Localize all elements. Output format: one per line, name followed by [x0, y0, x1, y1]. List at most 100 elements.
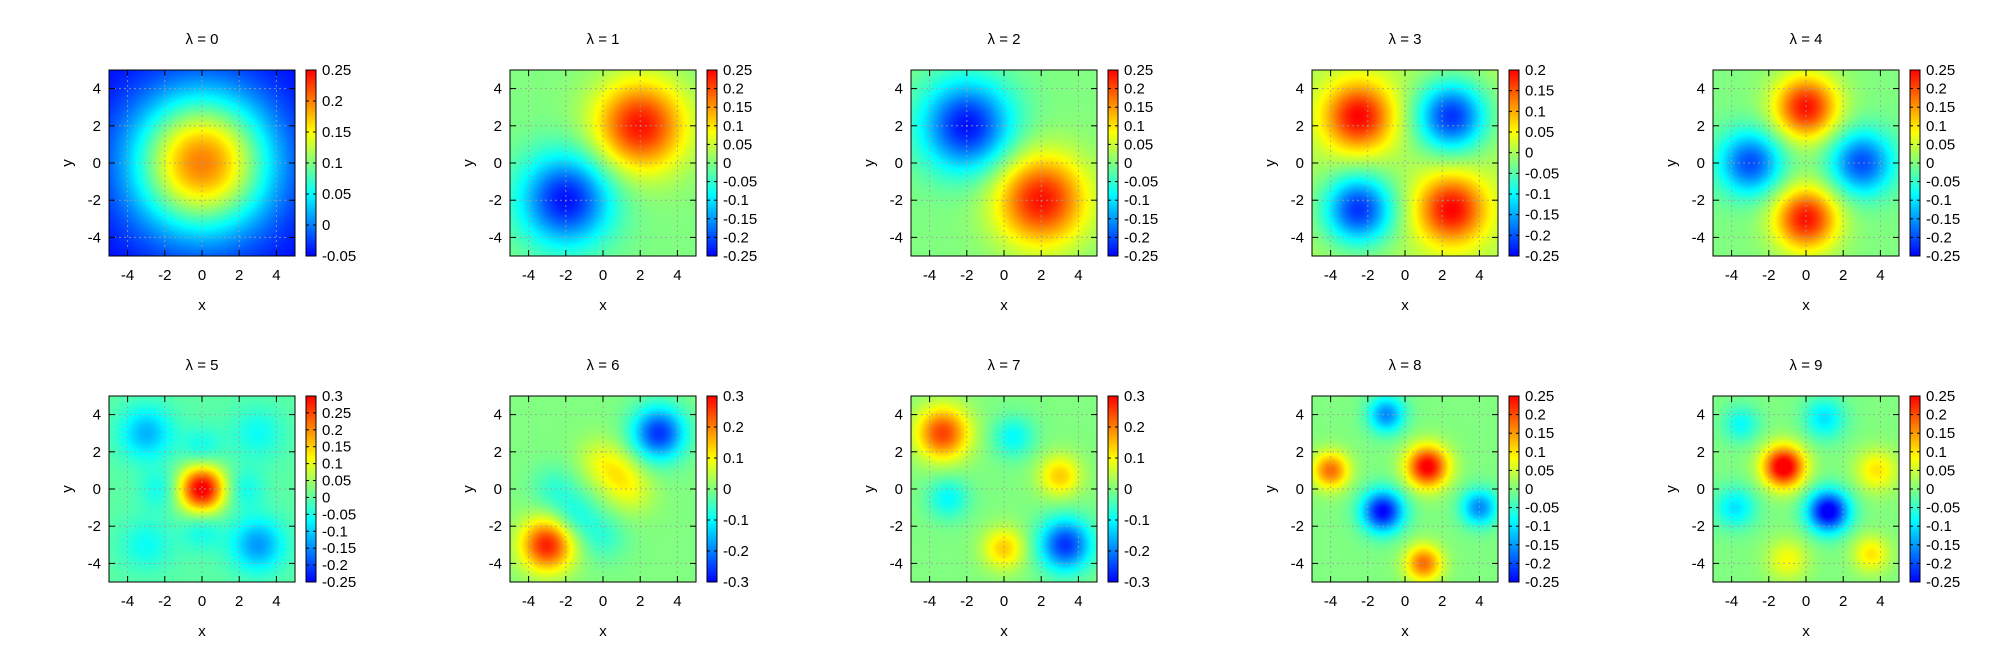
- colorbar-tick-label: -0.15: [723, 211, 757, 228]
- x-tick-label: 4: [1074, 267, 1082, 284]
- plot-frame: [910, 69, 1098, 257]
- colorbar-tick-label: 0: [322, 489, 330, 506]
- x-tick-label: 4: [673, 267, 681, 284]
- colorbar-tick-label: 0.15: [1525, 83, 1554, 100]
- colorbar-tick-label: 0.2: [322, 93, 343, 110]
- colorbar-tick-label: -0.1: [723, 192, 749, 209]
- colorbar-tick-label: -0.3: [723, 574, 749, 591]
- colorbar-tick-label: 0.2: [1124, 81, 1145, 98]
- plot-frame: [108, 69, 296, 257]
- x-tick-label: 4: [1074, 593, 1082, 610]
- colorbar-tick-label: 0: [723, 481, 731, 498]
- colorbar-tick-label: -0.1: [1124, 192, 1150, 209]
- y-axis-label: y: [59, 159, 76, 167]
- x-tick-label: 4: [673, 593, 681, 610]
- y-axis-label: y: [1262, 485, 1279, 493]
- x-tick-label: -2: [158, 593, 171, 610]
- colorbar-tick-label: 0.05: [322, 186, 351, 203]
- colorbar-tick-label: 0.05: [723, 136, 752, 153]
- x-tick-label: 0: [1802, 593, 1810, 610]
- panel-title: λ = 7: [988, 357, 1021, 374]
- plot-frame: [509, 395, 697, 583]
- colorbar-tick-label: -0.25: [322, 574, 356, 591]
- colorbar-tick-label: 0.25: [1124, 62, 1153, 79]
- colorbar-tick-label: 0.25: [322, 62, 351, 79]
- colorbar-tick-label: -0.25: [1525, 574, 1559, 591]
- y-tick-label: -2: [1692, 192, 1705, 209]
- x-tick-label: 2: [235, 267, 243, 284]
- y-axis-label: y: [460, 159, 477, 167]
- x-tick-label: 0: [599, 593, 607, 610]
- x-tick-label: -2: [1762, 267, 1775, 284]
- colorbar-tick-label: -0.1: [322, 523, 348, 540]
- colorbar-tick-label: 0.2: [1926, 407, 1947, 424]
- colorbar-tick-label: 0.15: [723, 99, 752, 116]
- colorbar-gradient: [1108, 70, 1118, 256]
- y-axis-label: y: [59, 485, 76, 493]
- x-axis-label: x: [198, 297, 206, 314]
- colorbar-tick-label: 0.25: [1926, 388, 1955, 405]
- colorbar-tick-label: 0.1: [1525, 444, 1546, 461]
- colorbar-tick-label: 0.1: [1124, 118, 1145, 135]
- x-tick-label: 4: [1876, 267, 1884, 284]
- colorbar-tick-label: -0.2: [1124, 543, 1150, 560]
- colorbar-tick-label: 0: [1124, 155, 1132, 172]
- heatmap-image: [510, 396, 696, 582]
- colorbar-tick-label: -0.2: [723, 229, 749, 246]
- colorbar-tick-label: -0.2: [1926, 229, 1952, 246]
- colorbar-tick-label: -0.1: [723, 512, 749, 529]
- x-tick-label: -4: [522, 593, 535, 610]
- colorbar-tick-label: -0.05: [1525, 500, 1559, 517]
- y-tick-label: -2: [890, 518, 903, 535]
- colorbar-tick-label: 0: [1926, 155, 1934, 172]
- colorbar-tick-label: 0.2: [1124, 419, 1145, 436]
- colorbar-tick-label: 0.1: [723, 118, 744, 135]
- x-tick-label: 0: [198, 593, 206, 610]
- y-tick-label: 0: [1296, 481, 1304, 498]
- colorbar-tick-label: -0.1: [1525, 518, 1551, 535]
- y-tick-label: 0: [494, 155, 502, 172]
- colorbar-tick-label: -0.15: [1926, 537, 1960, 554]
- y-tick-label: -2: [890, 192, 903, 209]
- x-tick-label: 0: [1401, 593, 1409, 610]
- y-tick-label: 0: [1697, 481, 1705, 498]
- x-tick-label: 2: [1839, 593, 1847, 610]
- panel-title: λ = 2: [988, 31, 1021, 48]
- colorbar-tick-label: -0.25: [1124, 248, 1158, 265]
- x-axis-label: x: [1802, 623, 1810, 640]
- colorbar-tick-label: -0.1: [1926, 192, 1952, 209]
- y-tick-label: -4: [890, 555, 903, 572]
- colorbar-tick-label: 0.15: [1926, 425, 1955, 442]
- panel-title: λ = 6: [587, 357, 620, 374]
- colorbar-tick-label: -0.05: [723, 174, 757, 191]
- colorbar-tick-label: -0.2: [322, 557, 348, 574]
- colorbar-frame: [305, 395, 317, 583]
- panel-5: -4 -2 0 2 4 4 2 0 -2 -4 λ = 5 x y 0.30.250.20.150.10.…: [59, 357, 356, 640]
- x-tick-label: 0: [1401, 267, 1409, 284]
- plot-frame: [108, 395, 296, 583]
- y-tick-label: -4: [890, 229, 903, 246]
- colorbar-tick-label: -0.1: [1124, 512, 1150, 529]
- y-tick-label: -2: [1291, 192, 1304, 209]
- y-tick-label: 0: [1697, 155, 1705, 172]
- colorbar-tick-label: 0: [322, 217, 330, 234]
- y-tick-label: -4: [489, 229, 502, 246]
- x-tick-label: 2: [1839, 267, 1847, 284]
- y-tick-label: -4: [88, 229, 101, 246]
- x-tick-label: 0: [198, 267, 206, 284]
- colorbar-tick-label: 0.05: [1124, 136, 1153, 153]
- x-axis-label: x: [1802, 297, 1810, 314]
- panel-2: -4 -2 0 2 4 4 2 0 -2 -4 λ = 2 x y 0.25 0.20.15 0.10.05 0…: [861, 31, 1158, 314]
- x-axis-label: x: [1401, 623, 1409, 640]
- colorbar-tick-label: -0.2: [1525, 555, 1551, 572]
- panel-1: -4 -2 0 2 4 4 2 0 -2 -4 λ = 1 x y 0.25 0.20.15 0.10.05 0…: [460, 31, 757, 314]
- y-tick-label: 0: [93, 481, 101, 498]
- x-tick-label: 2: [636, 593, 644, 610]
- colorbar-tick-label: 0: [1525, 145, 1533, 162]
- colorbar-tick-label: -0.25: [1926, 248, 1960, 265]
- plot-frame: [1311, 395, 1499, 583]
- x-axis-label: x: [1401, 297, 1409, 314]
- y-tick-label: 0: [1296, 155, 1304, 172]
- x-axis-label: x: [1000, 297, 1008, 314]
- x-tick-label: 2: [1438, 593, 1446, 610]
